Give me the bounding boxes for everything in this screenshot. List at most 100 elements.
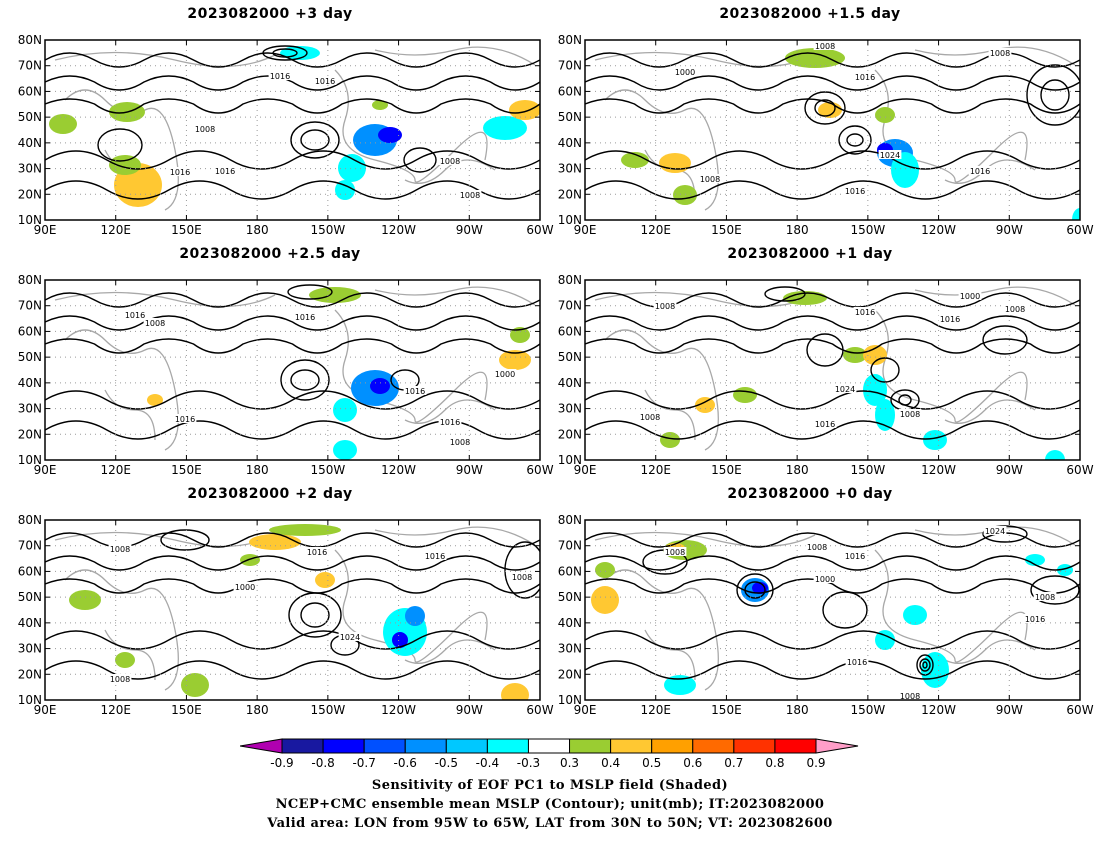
longitude-label: 90W: [996, 223, 1023, 237]
contour-label: 1024: [880, 151, 900, 160]
contour-low: [288, 592, 342, 638]
contour-low: [804, 91, 846, 125]
map-frame: [584, 279, 1081, 461]
shaded-region: [49, 114, 77, 134]
colorbar-segment: [774, 738, 817, 754]
caption-line-2: NCEP+CMC ensemble mean MSLP (Contour); u…: [275, 797, 825, 812]
contour-label-bg: [898, 409, 922, 418]
gridlines: [585, 520, 1080, 700]
latitude-label: 70N: [18, 59, 42, 73]
contour-label-bg: [813, 419, 837, 428]
coastlines: [594, 286, 1076, 451]
coastline: [374, 526, 536, 546]
latitude-label: 40N: [18, 616, 42, 630]
longitude-label: 120E: [100, 703, 131, 717]
contour-label: 1008: [110, 675, 130, 684]
shaded-region: [875, 107, 895, 123]
latitude-label: 20N: [18, 427, 42, 441]
contour-label-bg: [313, 76, 337, 85]
colorbar-segment: [527, 738, 571, 754]
shaded-region: [863, 345, 887, 365]
contour-label-bg: [805, 542, 829, 551]
shaded-region: [921, 652, 949, 688]
contour-low: [744, 581, 766, 599]
colorbar-segment: [651, 738, 694, 754]
contour-label-bg: [638, 412, 662, 421]
contour-label-bg: [853, 307, 877, 316]
longitude-label: 180: [246, 463, 269, 477]
shaded-region: [591, 586, 619, 614]
latitude-label: 50N: [18, 350, 42, 364]
contour-line: [585, 180, 1080, 200]
panel-plus-2-5-day: 2023082000 +2.5 day 1016 1008 1016 1000 1016…: [0, 245, 554, 485]
contour-labels: 1008 1000 1008 1016 1024 1016 1016 1008: [673, 41, 1012, 196]
contour-line: [45, 180, 540, 200]
mslp-contours: [585, 286, 1080, 440]
sensitivity-map: 1016100810161000101610161016100810N20N30…: [18, 273, 554, 477]
contour-label: 1008: [900, 692, 920, 701]
sensitivity-map: 1016 1016 1008 1008 1016 1016 1008 10N 20N 30N 40N…: [18, 33, 554, 237]
colorbar-tick-label: -0.4: [476, 756, 499, 770]
plot-area: 1008 1016 1016 1008 1000 1024 1008: [45, 520, 540, 700]
latitude-label: 60N: [18, 564, 42, 578]
sensitivity-shading: [49, 46, 540, 207]
latitude-label: 50N: [18, 590, 42, 604]
axis-ticks: [584, 39, 1081, 221]
contour-label: 1016: [1025, 615, 1045, 624]
shaded-region: [733, 387, 757, 403]
colorbar-tick-label: -0.6: [394, 756, 417, 770]
colorbar-segment: [486, 738, 529, 754]
latitude-label: 70N: [18, 539, 42, 553]
contour-label-bg: [1003, 304, 1027, 313]
contour-high: [764, 286, 806, 302]
contour-label-bg: [173, 414, 197, 423]
latitude-label: 30N: [558, 402, 582, 416]
latitude-label: 40N: [558, 376, 582, 390]
contour-line: [45, 292, 540, 308]
coastline: [594, 531, 816, 548]
map-frame: [584, 39, 1081, 221]
contour-line: [585, 390, 1080, 410]
colorbar-tick-label: -0.9: [270, 756, 293, 770]
latitude-label: 40N: [18, 136, 42, 150]
contour-high: [287, 284, 333, 300]
coastline: [914, 286, 1076, 306]
contour-labels: 1008 1016 1016 1008 1000 1024 1008: [108, 544, 534, 684]
panel-title: 2023082000 +1.5 day: [719, 6, 901, 22]
contour-line: [45, 630, 540, 650]
latitude-label: 80N: [18, 33, 42, 47]
shaded-region: [69, 590, 101, 610]
contour-label-bg: [510, 572, 534, 581]
longitude-label: 90E: [34, 223, 57, 237]
contour-label-bg: [853, 72, 877, 81]
contour-label-bg: [233, 582, 257, 591]
longitude-label: 60W: [526, 463, 553, 477]
shaded-region: [181, 673, 209, 697]
longitude-label: 90W: [996, 463, 1023, 477]
map-frame: [44, 519, 541, 701]
contour-label: 1008: [145, 319, 165, 328]
contour-line: [45, 578, 540, 594]
latitude-label: 80N: [558, 513, 582, 527]
contour-label-bg: [898, 691, 922, 700]
colorbar-tick-label: 0.7: [724, 756, 743, 770]
plot-area: 1008 1016 1000 1016 1008 1024 1016 1008 1008 1016: [585, 280, 1080, 460]
panel-plus-0-day: 2023082000 +0 day 1008 1008 1016 1000 1024 10…: [540, 485, 1094, 725]
axis-ticks: [584, 519, 1081, 701]
contour-label: 1016: [315, 77, 335, 86]
longitude-label: 120E: [100, 463, 131, 477]
latitude-label: 80N: [558, 33, 582, 47]
coastlines: [54, 526, 536, 691]
coastline: [64, 89, 179, 211]
contour-label: 1000: [815, 575, 835, 584]
shaded-region: [115, 652, 135, 668]
contour-line: [585, 578, 1080, 594]
contour-label: 1008: [1005, 305, 1025, 314]
contour-low: [1026, 64, 1080, 126]
contour-low: [838, 125, 872, 155]
latitude-label: 70N: [558, 299, 582, 313]
shaded-region: [659, 153, 691, 173]
contour-label: 1016: [847, 658, 867, 667]
contour-label: 1016: [425, 552, 445, 561]
longitude-label: 60W: [526, 223, 553, 237]
